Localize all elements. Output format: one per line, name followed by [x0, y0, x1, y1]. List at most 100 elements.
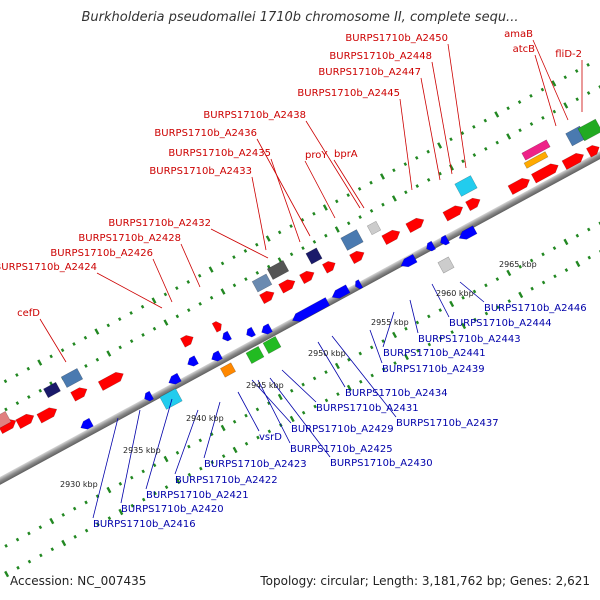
reverse-gene-label[interactable]: BURPS1710b_A2421	[146, 490, 249, 501]
reverse-gene-arrow[interactable]	[185, 355, 199, 369]
forward-gene-arrow[interactable]	[322, 259, 337, 274]
tick-mark	[369, 180, 373, 185]
reverse-gene-arrow[interactable]	[330, 284, 351, 301]
reverse-gene-arrow[interactable]	[244, 326, 257, 339]
reverse-gene-label[interactable]: BURPS1710b_A2443	[418, 334, 521, 345]
reverse-gene-label[interactable]: BURPS1710b_A2434	[345, 388, 448, 399]
feature-box[interactable]	[340, 229, 364, 251]
feature-box[interactable]	[159, 388, 183, 410]
feature-box[interactable]	[266, 260, 290, 280]
forward-gene-label[interactable]: BURPS1710b_A2450	[345, 33, 448, 44]
forward-gene-label[interactable]: fliD-2	[555, 49, 582, 60]
forward-gene-label[interactable]: atcB	[513, 44, 536, 55]
reverse-gene-arrow[interactable]	[167, 372, 182, 387]
reverse-gene-arrow[interactable]	[353, 279, 364, 291]
reverse-gene-label[interactable]: BURPS1710b_A2446	[484, 303, 587, 314]
reverse-gene-label[interactable]: BURPS1710b_A2439	[382, 364, 485, 375]
forward-gene-arrow[interactable]	[586, 143, 600, 158]
forward-gene-label[interactable]: BURPS1710b_A2435	[168, 148, 271, 159]
forward-gene-arrow[interactable]	[530, 161, 560, 184]
forward-gene-label[interactable]: BURPS1710b_A2433	[149, 166, 252, 177]
forward-gene-arrow[interactable]	[405, 215, 427, 234]
feature-box[interactable]	[523, 151, 549, 169]
feature-box[interactable]	[262, 336, 282, 354]
forward-gene-label[interactable]: BURPS1710b_A2428	[78, 233, 181, 244]
tick-mark	[358, 351, 363, 356]
reverse-gene-label[interactable]: BURPS1710b_A2430	[330, 458, 433, 469]
forward-gene-label[interactable]: BURPS1710b_A2448	[329, 51, 432, 62]
reverse-gene-label[interactable]: BURPS1710b_A2420	[121, 504, 224, 515]
tick-mark	[151, 297, 157, 304]
forward-gene-arrow[interactable]	[70, 385, 90, 402]
tick-mark	[38, 388, 43, 393]
reverse-gene-arrow[interactable]	[424, 240, 437, 253]
forward-gene-arrow[interactable]	[180, 333, 195, 348]
feature-box[interactable]	[521, 139, 551, 161]
reverse-gene-arrow[interactable]	[79, 417, 94, 432]
reverse-gene-arrow[interactable]	[438, 234, 451, 247]
tick-mark	[426, 149, 430, 154]
forward-gene-label[interactable]: BURPS1710b_A2436	[154, 128, 257, 139]
forward-gene-label[interactable]: amaB	[504, 29, 533, 40]
forward-gene-arrow[interactable]	[36, 405, 59, 424]
tick-mark	[83, 335, 88, 340]
forward-gene-label[interactable]: BURPS1710b_A2424	[0, 262, 97, 273]
forward-gene-label[interactable]: cefD	[17, 308, 40, 319]
reverse-gene-label[interactable]: BURPS1710b_A2431	[316, 403, 419, 414]
reverse-gene-arrow[interactable]	[220, 330, 233, 343]
feature-box[interactable]	[454, 175, 478, 197]
forward-gene-arrow[interactable]	[507, 175, 532, 195]
tick-mark	[473, 317, 477, 322]
forward-gene-label[interactable]: BURPS1710b_A2438	[203, 110, 306, 121]
forward-gene-arrow[interactable]	[211, 320, 224, 333]
tick-mark	[301, 382, 305, 387]
reverse-gene-label[interactable]: BURPS1710b_A2429	[291, 424, 394, 435]
feature-box[interactable]	[43, 381, 61, 399]
reverse-gene-arrow[interactable]	[142, 390, 155, 403]
reverse-gene-arrow[interactable]	[259, 323, 273, 337]
reverse-gene-arrow[interactable]	[209, 350, 223, 364]
forward-gene-label[interactable]: BURPS1710b_A2426	[50, 248, 153, 259]
feature-box[interactable]	[220, 362, 236, 378]
tick-mark	[27, 395, 31, 399]
feature-box[interactable]	[366, 220, 382, 236]
leader-line	[256, 138, 311, 237]
reverse-gene-arrow[interactable]	[457, 225, 478, 242]
forward-gene-arrow[interactable]	[97, 369, 126, 391]
forward-gene-label[interactable]: bprA	[334, 149, 358, 160]
reverse-gene-label[interactable]: BURPS1710b_A2441	[383, 348, 486, 359]
forward-gene-arrow[interactable]	[349, 248, 366, 265]
tick-mark	[4, 570, 10, 578]
forward-gene-label[interactable]: proY	[305, 150, 328, 161]
forward-gene-label[interactable]: BURPS1710b_A2432	[108, 218, 211, 229]
reverse-gene-label[interactable]: BURPS1710b_A2416	[93, 519, 196, 530]
feature-box[interactable]	[245, 346, 265, 364]
feature-box[interactable]	[251, 273, 273, 293]
forward-gene-arrow[interactable]	[561, 150, 586, 170]
feature-box[interactable]	[60, 368, 84, 388]
forward-gene-arrow[interactable]	[15, 411, 37, 430]
reverse-gene-arrow[interactable]	[290, 297, 331, 325]
reverse-gene-label[interactable]: BURPS1710b_A2425	[290, 444, 393, 455]
feature-box[interactable]	[305, 247, 323, 265]
reverse-gene-label[interactable]: BURPS1710b_A2437	[396, 418, 499, 429]
feature-box[interactable]	[437, 256, 455, 274]
reverse-gene-label[interactable]: vsrD	[259, 432, 282, 443]
forward-gene-arrow[interactable]	[442, 203, 465, 222]
forward-gene-arrow[interactable]	[381, 227, 403, 246]
forward-gene-arrow[interactable]	[259, 288, 276, 305]
forward-gene-arrow[interactable]	[465, 195, 482, 212]
forward-gene-label[interactable]: BURPS1710b_A2447	[318, 67, 421, 78]
leader-line	[92, 417, 119, 519]
reverse-gene-label[interactable]: BURPS1710b_A2422	[175, 475, 278, 486]
reverse-gene-arrow[interactable]	[399, 253, 418, 270]
forward-gene-arrow[interactable]	[278, 277, 298, 294]
forward-gene-arrow[interactable]	[299, 268, 316, 285]
forward-gene-label[interactable]: BURPS1710b_A2445	[297, 88, 400, 99]
tick-mark	[484, 311, 489, 316]
reverse-gene-label[interactable]: BURPS1710b_A2423	[204, 459, 307, 470]
feature-box[interactable]	[0, 411, 12, 429]
reverse-gene-label[interactable]: BURPS1710b_A2444	[449, 318, 552, 329]
scale-mark-label: 2935 kbp	[123, 446, 161, 455]
feature-box[interactable]	[577, 118, 600, 142]
